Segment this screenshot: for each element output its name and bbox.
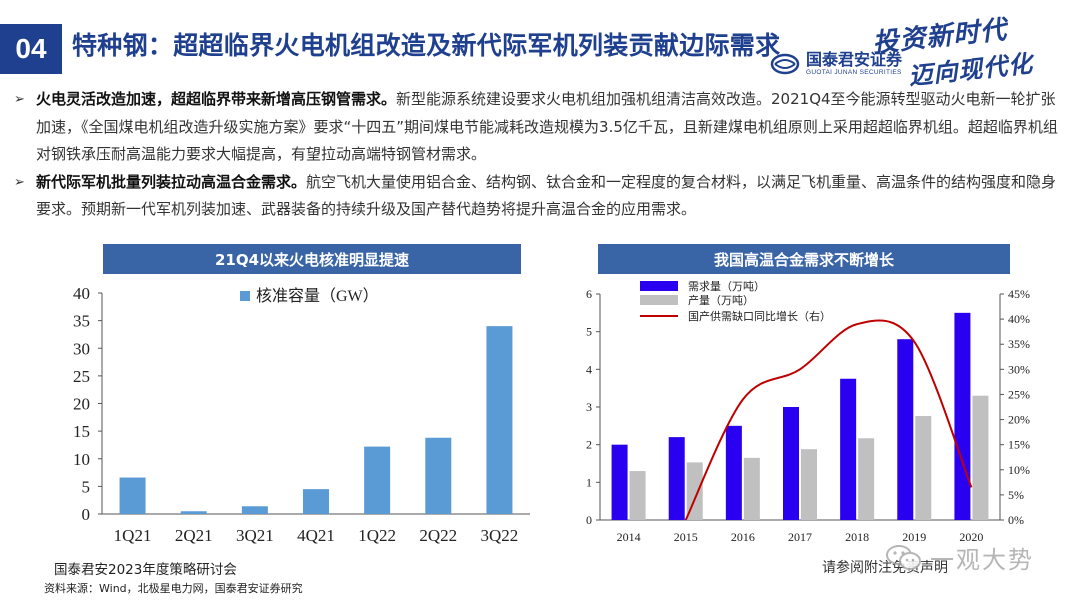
y-tick-label: 0 — [82, 505, 91, 524]
y-tick-label: 10 — [73, 450, 90, 469]
y-tick-label: 5 — [586, 325, 592, 339]
legend-swatch-demand — [640, 281, 678, 291]
watermark: 一观大势 — [884, 540, 1034, 575]
bullet-heading: 新代际军机批量列装拉动高温合金需求。 — [36, 172, 307, 191]
bar-demand — [668, 437, 685, 520]
x-tick-label: 1Q21 — [114, 526, 152, 545]
page-title: 特种钢：超超临界火电机组改造及新代际军机列装贡献边际需求 — [72, 31, 781, 60]
bar — [241, 506, 268, 514]
bar-demand — [611, 444, 628, 520]
y-tick-label: 20 — [73, 395, 90, 414]
y-tick-label: 30 — [73, 339, 90, 358]
y-tick-label: 2 — [586, 438, 592, 452]
y2-tick-label: 5% — [1008, 488, 1024, 502]
y2-tick-label: 25% — [1008, 387, 1030, 401]
legend-swatch — [240, 291, 250, 301]
x-tick-label: 2015 — [674, 530, 698, 544]
bar-demand — [783, 407, 799, 520]
bar-demand — [897, 339, 914, 520]
footer-source: 资料来源：Wind，北极星电力网，国泰君安证券研究 — [44, 582, 303, 595]
y-tick-label: 25 — [73, 367, 90, 386]
x-tick-label: 2020 — [959, 530, 983, 544]
x-tick-label: 2Q22 — [419, 526, 457, 545]
chevron-right-icon: ➢ — [14, 174, 25, 190]
superalloy-demand-chart: 0 1 2 3 4 5 6 0% 5% 10% 15% 20% 25% 30% 35% 40% 45% 2014 2… — [586, 280, 1030, 544]
bar-production — [972, 395, 989, 520]
x-tick-label: 2014 — [617, 530, 641, 544]
bar — [486, 326, 513, 514]
legend-label-production: 产量（万吨） — [688, 293, 754, 307]
brand-name-en: GUOTAI JUNAN SECURITIES — [806, 69, 902, 76]
bullet-item: ➢ 火电灵活改造加速，超超临界带来新增高压钢管需求。新型能源系统建设要求火电机组… — [14, 86, 1066, 169]
y-tick-label: 5 — [82, 477, 91, 496]
legend-label-gap: 国产供需缺口同比增长（右） — [688, 309, 831, 323]
x-tick-label: 1Q22 — [358, 526, 396, 545]
brand-logo-block: 国泰君安证券 GUOTAI JUNAN SECURITIES — [770, 52, 902, 77]
chevron-right-icon: ➢ — [14, 92, 25, 107]
bar-demand — [725, 425, 742, 520]
legend-swatch-production — [640, 295, 678, 305]
bar-production — [858, 438, 875, 520]
gtja-logo-icon — [770, 54, 800, 75]
bar — [364, 446, 391, 514]
y-tick-label: 4 — [586, 362, 592, 376]
y-tick-label: 15 — [73, 422, 90, 441]
y-tick-label: 1 — [586, 475, 592, 489]
y2-tick-label: 0% — [1008, 513, 1024, 527]
bar — [303, 489, 329, 514]
bar-production — [686, 462, 703, 520]
watermark-text: 一观大势 — [930, 546, 1034, 574]
footer-event: 国泰君安2023年度策略研讨会 — [54, 562, 237, 578]
bar — [180, 511, 207, 514]
brand-name-cn: 国泰君安证券 — [806, 50, 903, 69]
x-tick-label: 2Q21 — [175, 526, 213, 545]
bar-production — [915, 416, 932, 520]
bullet-text: 新型能源系统建设要求火电机组加强机组清洁高效改造。2021Q4至今能源转型驱动火… — [36, 90, 1058, 163]
page-number: 04 — [0, 24, 62, 74]
x-tick-label: 3Q21 — [236, 526, 274, 545]
y2-tick-label: 30% — [1008, 362, 1030, 376]
bar-demand — [954, 312, 971, 520]
right-chart-title: 我国高温合金需求不断增长 — [598, 244, 1010, 274]
bullet-heading: 火电灵活改造加速，超超临界带来新增高压钢管需求。 — [36, 90, 397, 108]
x-tick-label: 2018 — [845, 530, 869, 544]
bar-demand — [840, 378, 857, 520]
bar-production — [629, 471, 646, 520]
x-tick-label: 2016 — [731, 530, 755, 544]
slogan: 投资新时代 迈向现代化 — [858, 12, 1058, 90]
wechat-icon — [886, 544, 921, 570]
bar — [119, 477, 146, 514]
bar-production — [743, 457, 760, 520]
bar-production — [801, 449, 817, 520]
legend-label-demand: 需求量（万吨） — [688, 280, 765, 293]
legend-label: 核准容量（GW） — [256, 287, 379, 305]
y-tick-label: 3 — [586, 400, 592, 414]
y-tick-label: 0 — [586, 513, 592, 527]
left-chart-title: 21Q4以来火电核准明显提速 — [103, 244, 521, 274]
x-tick-label: 2017 — [788, 530, 812, 544]
y2-tick-label: 20% — [1008, 413, 1030, 427]
y2-tick-label: 40% — [1008, 312, 1030, 326]
bar — [425, 437, 452, 514]
y2-tick-label: 10% — [1008, 463, 1030, 477]
y2-tick-label: 45% — [1008, 287, 1030, 301]
bullet-item: ➢ 新代际军机批量列装拉动高温合金需求。航空飞机大量使用铝合金、结构钢、钛合金和… — [14, 169, 1066, 224]
y2-tick-label: 15% — [1008, 438, 1030, 452]
thermal-power-approval-chart: 0 5 10 15 20 25 30 35 40 1Q21 2Q21 3Q21 4Q21 1Q22 2Q22… — [73, 284, 530, 545]
x-tick-label: 3Q22 — [481, 526, 519, 545]
bullet-text: 航空飞机大量使用铝合金、结构钢、钛合金和一定程度的复合材料，以满足飞机重量、高温… — [36, 172, 1057, 219]
y-tick-label: 35 — [73, 312, 90, 331]
bullet-list: ➢ 火电灵活改造加速，超超临界带来新增高压钢管需求。新型能源系统建设要求火电机组… — [14, 86, 1066, 224]
gap-growth-line — [684, 319, 973, 521]
y2-tick-label: 35% — [1008, 337, 1030, 351]
x-tick-label: 2019 — [902, 530, 926, 544]
y-tick-label: 40 — [73, 284, 90, 303]
x-tick-label: 4Q21 — [297, 526, 335, 545]
y-tick-label: 6 — [586, 287, 592, 301]
